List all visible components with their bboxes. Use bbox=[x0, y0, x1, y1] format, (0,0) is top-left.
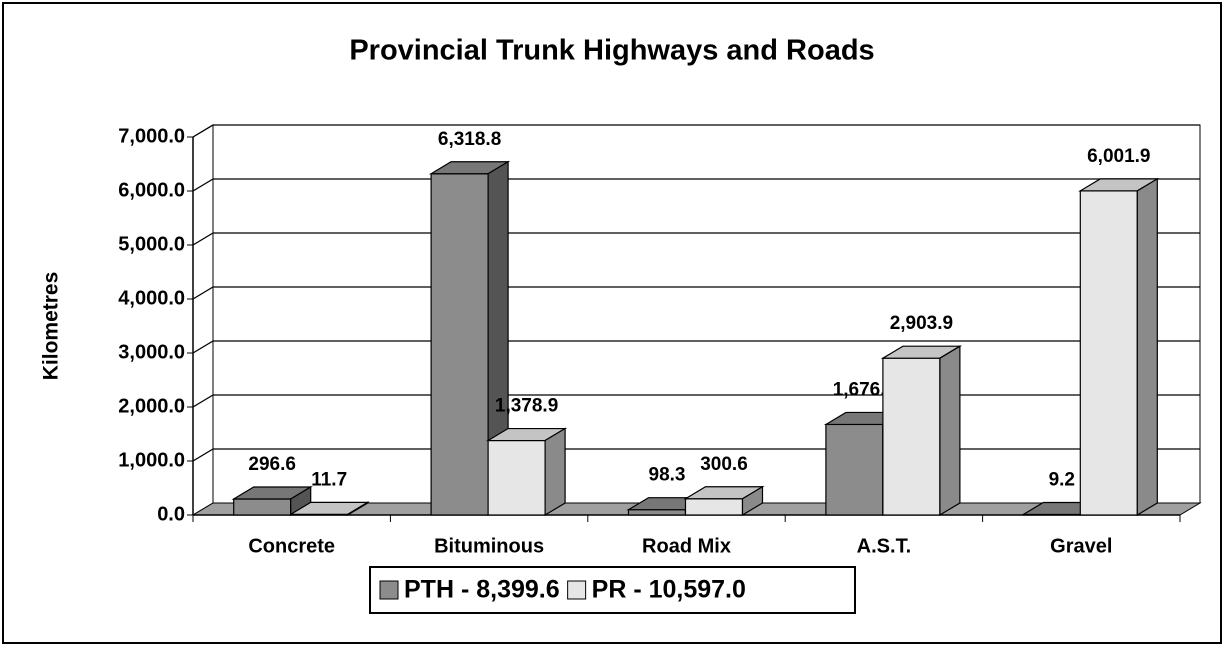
legend-label: PTH - 8,399.6 bbox=[404, 576, 560, 604]
x-tick-label: Road Mix bbox=[642, 535, 731, 557]
bar bbox=[431, 174, 488, 515]
y-tick-label: 3,000.0 bbox=[118, 341, 185, 363]
bar bbox=[1080, 191, 1137, 515]
bar-side bbox=[545, 429, 565, 515]
y-tick-label: 1,000.0 bbox=[118, 449, 185, 471]
y-tick-label: 0.0 bbox=[157, 503, 185, 525]
bar bbox=[488, 441, 545, 515]
bar bbox=[234, 499, 291, 515]
back-wall bbox=[213, 125, 1200, 503]
bar-side bbox=[1137, 179, 1157, 515]
x-tick-label: Gravel bbox=[1050, 535, 1112, 557]
bar bbox=[629, 510, 686, 515]
data-label: 9.2 bbox=[1049, 470, 1075, 491]
y-axis-label: Kilometres bbox=[40, 272, 63, 381]
data-label: 6,318.8 bbox=[438, 129, 501, 150]
bar bbox=[686, 499, 743, 515]
data-label: 11.7 bbox=[311, 469, 347, 490]
x-tick-label: Bituminous bbox=[434, 535, 544, 557]
chart-title: Provincial Trunk Highways and Roads bbox=[349, 35, 874, 67]
data-label: 296.6 bbox=[248, 454, 296, 475]
bar bbox=[826, 424, 883, 515]
data-label: 1,378.9 bbox=[495, 396, 558, 417]
data-label: 300.6 bbox=[700, 454, 748, 475]
y-tick-label: 5,000.0 bbox=[118, 233, 185, 255]
x-tick-label: A.S.T. bbox=[857, 535, 911, 557]
legend-swatch bbox=[380, 581, 398, 599]
x-tick-label: Concrete bbox=[248, 535, 335, 557]
y-tick-label: 2,000.0 bbox=[118, 395, 185, 417]
bar bbox=[883, 358, 940, 515]
legend-swatch bbox=[568, 581, 586, 599]
side-wall bbox=[193, 125, 213, 515]
y-tick-label: 6,000.0 bbox=[118, 179, 185, 201]
legend-label: PR - 10,597.0 bbox=[592, 576, 746, 604]
y-tick-label: 7,000.0 bbox=[118, 125, 185, 147]
y-tick-label: 4,000.0 bbox=[118, 287, 185, 309]
bar-side bbox=[940, 346, 960, 515]
data-label: 6,001.9 bbox=[1087, 146, 1150, 167]
data-label: 2,903.9 bbox=[890, 313, 953, 334]
data-label: 98.3 bbox=[649, 465, 686, 486]
